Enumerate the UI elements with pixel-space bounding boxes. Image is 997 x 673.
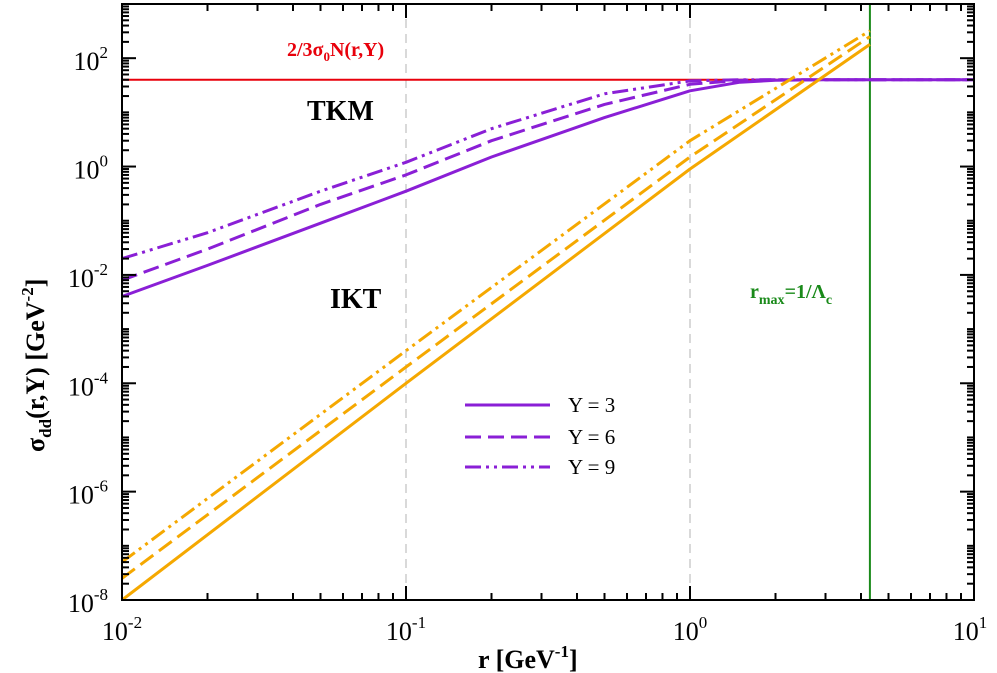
model-label-tkm: TKM bbox=[307, 96, 374, 127]
series-tkm-dashdotdot-line bbox=[122, 78, 974, 261]
y-tick-label-3: 10-2 bbox=[68, 260, 108, 293]
x-axis-label: r [GeV-1] bbox=[478, 642, 578, 673]
x-tick-label-3: 101 bbox=[953, 613, 988, 646]
x-axis-label-close: ] bbox=[569, 645, 578, 673]
r-max-label-sub: max bbox=[759, 293, 785, 308]
saturation-label-post: N(r,Y) bbox=[330, 39, 384, 61]
r-max-label-sub2: c bbox=[826, 293, 832, 308]
r-max-label-mid: =1/Λ bbox=[785, 281, 827, 303]
y-tick-label-4: 100 bbox=[74, 152, 109, 185]
series-layer bbox=[122, 29, 974, 600]
series-ikt-dashdotdot-line bbox=[122, 29, 871, 564]
y-axis-label-sym: σ bbox=[21, 438, 50, 452]
r-max-label-pre: r bbox=[750, 281, 759, 303]
legend-label-y9: Y = 9 bbox=[568, 455, 615, 479]
legend: Y = 3 Y = 6 Y = 9 bbox=[465, 393, 615, 479]
legend-label-y3: Y = 3 bbox=[568, 393, 615, 417]
series-tkm-dashed-line bbox=[122, 78, 974, 282]
model-label-ikt: IKT bbox=[330, 284, 382, 315]
x-tick-label-1: 10-1 bbox=[386, 613, 426, 646]
y-tick-label-2: 10-4 bbox=[68, 368, 109, 401]
x-axis-label-base: r [GeV bbox=[478, 645, 555, 673]
saturation-label: 2/3σ0N(r,Y) bbox=[287, 39, 384, 64]
saturation-label-pre: 2/3σ bbox=[287, 39, 324, 61]
y-axis-label-close: ] bbox=[21, 279, 50, 288]
y-axis-label-sub: dd bbox=[36, 418, 55, 437]
y-axis-label-base: (r,Y) [GeV bbox=[21, 301, 50, 419]
x-tick-label-2: 100 bbox=[673, 613, 708, 646]
y-axis-label-exp: -2 bbox=[18, 287, 37, 301]
tick-labels: 10-2 10-1 100 101 10-8 10-6 10-4 10-2 100 102 bbox=[68, 43, 987, 646]
legend-label-y6: Y = 6 bbox=[568, 425, 615, 449]
y-tick-label-0: 10-8 bbox=[68, 585, 108, 618]
saturation-label-sub: 0 bbox=[323, 49, 330, 64]
series-ikt-solid-line bbox=[122, 43, 871, 600]
r-max-label: rmax=1/Λc bbox=[750, 281, 832, 308]
ticks-layer bbox=[121, 3, 975, 601]
y-tick-label-1: 10-6 bbox=[68, 477, 108, 510]
plot-frame bbox=[121, 3, 975, 601]
x-tick-label-0: 10-2 bbox=[102, 613, 142, 646]
reference-lines bbox=[405, 4, 871, 600]
y-tick-label-5: 102 bbox=[74, 43, 109, 76]
series-ikt-dashed-line bbox=[122, 35, 871, 580]
x-axis-label-exp: -1 bbox=[555, 642, 569, 661]
y-axis-label: σdd(r,Y) [GeV-2] bbox=[18, 279, 55, 452]
